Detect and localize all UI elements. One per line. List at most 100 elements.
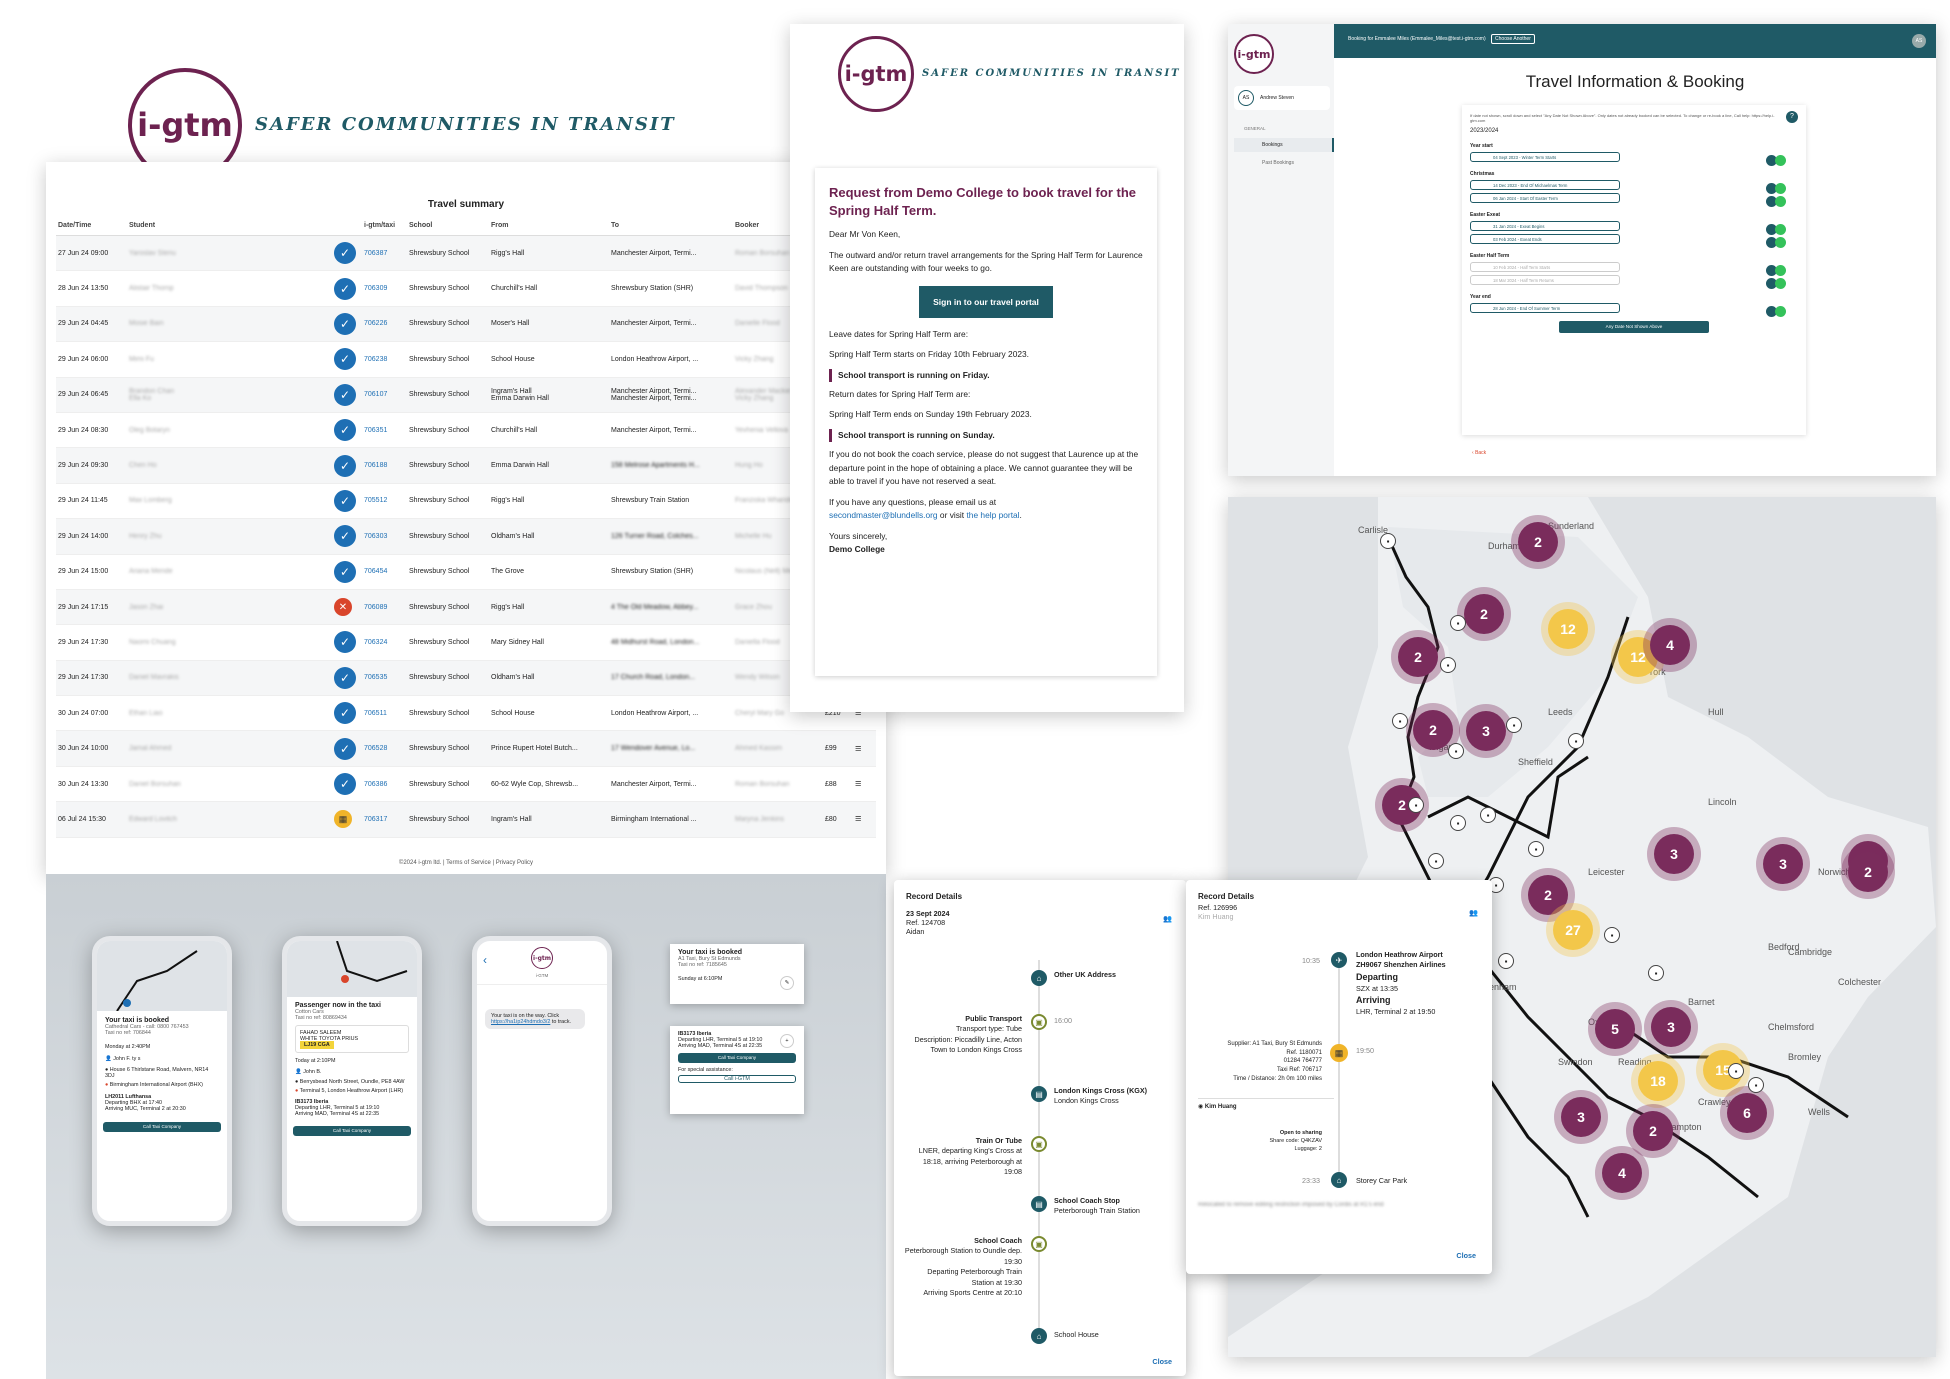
table-row[interactable]: 30 Jun 24 13:30 Daniel Borsuhan ✓ 706386 Shr… [56,767,876,803]
table-row[interactable]: 29 Jun 24 06:45 Brandon Chan Ella Ko ✓ 70610… [56,377,876,413]
nav-bookings[interactable]: Bookings [1234,138,1334,152]
map-cluster-marker[interactable]: 4 [1650,625,1690,665]
bus-icon[interactable]: ▪ [1450,615,1466,631]
bus-icon[interactable]: ▪ [1604,927,1620,943]
table-row[interactable]: 29 Jun 24 11:45 Max Lomberg ✓ 705512 Shrewsb… [56,484,876,520]
table-row[interactable]: 29 Jun 24 06:00 Mimi Fu ✓ 706238 Shrewsbury … [56,342,876,378]
map-cluster-marker[interactable]: 18 [1638,1061,1678,1101]
booking-status-icon[interactable] [1766,278,1790,289]
column-header[interactable] [334,222,364,235]
row-ref[interactable]: 706309 [364,285,388,293]
bus-icon[interactable]: ▪ [1648,965,1664,981]
row-ref[interactable]: 706511 [364,709,387,717]
row-menu[interactable]: ≡ [855,742,862,755]
table-row[interactable]: 27 Jun 24 09:00 Yaroslav Steriu ✓ 706387 Shr… [56,236,876,272]
s2-call-button[interactable]: Call Taxi Company [678,1053,796,1063]
any-date-button[interactable]: Any Date Not Shown Above [1559,321,1709,333]
bus-icon[interactable]: ▪ [1408,797,1424,813]
map-cluster-marker[interactable]: 2 [1464,594,1504,634]
booking-status-icon[interactable] [1766,224,1790,235]
column-header[interactable]: From [491,222,509,229]
bus-icon[interactable]: ▪ [1392,713,1408,729]
bus-icon[interactable]: ▪ [1380,533,1396,549]
row-menu[interactable]: ≡ [855,707,862,720]
table-row[interactable]: 29 Jun 24 17:15 Jason Zhai ✕ 706089 Shrewsbu… [56,589,876,626]
map-cluster-marker[interactable]: 2 [1848,852,1888,892]
map-cluster-marker[interactable]: 12 [1548,609,1588,649]
column-header[interactable]: To [611,222,620,229]
bus-icon[interactable]: ▪ [1448,743,1464,759]
term-date-button[interactable]: 18 Mar 2024 - Half Term Returns [1470,275,1620,285]
bus-icon[interactable]: ▪ [1450,815,1466,831]
row-ref[interactable]: 706188 [364,462,388,470]
sign-in-button[interactable]: Sign in to our travel portal [919,285,1053,318]
term-date-button[interactable]: 06 Jan 2024 - Start Of Easter Term [1470,193,1620,203]
edit-icon[interactable]: ✎ [780,976,794,990]
row-menu[interactable]: ≡ [855,813,862,826]
map-cluster-marker[interactable]: 4 [1602,1153,1642,1193]
term-date-button[interactable]: 10 Feb 2024 - Half Term Starts [1470,262,1620,272]
booking-status-icon[interactable] [1766,155,1790,166]
row-ref[interactable]: 706535 [364,674,388,682]
table-row[interactable]: 29 Jun 24 17:30 Daniel Mavrakis ✓ 706535 Shr… [56,660,876,697]
bus-icon[interactable]: ▪ [1428,853,1444,869]
p2-call-button[interactable]: Call Taxi Company [293,1126,411,1136]
map-cluster-marker[interactable]: 2 [1518,522,1558,562]
sms-link[interactable]: https://ha1ip24hdmdo3/2 [491,1019,551,1025]
bus-icon[interactable]: ▪ [1498,953,1514,969]
row-ref[interactable]: 706107 [364,391,388,399]
term-date-button[interactable]: 28 Jun 2024 - End Of Summer Term [1470,303,1620,313]
term-date-button[interactable]: 14 Dec 2023 - End Of Michaelmas Term [1470,180,1620,190]
table-row[interactable]: 29 Jun 24 04:45 Mosie Bain ✓ 706226 Shrewsbu… [56,306,876,343]
user-chip[interactable]: AS Andrew Steven [1234,86,1330,110]
row-ref[interactable]: 706387 [364,249,388,257]
r2-close-button[interactable]: Close [1456,1251,1476,1260]
bus-icon[interactable]: ▪ [1728,1063,1744,1079]
row-menu[interactable]: ≡ [855,778,862,791]
column-header[interactable]: School [409,222,433,229]
bus-icon[interactable]: ▪ [1748,1077,1764,1093]
table-row[interactable]: 29 Jun 24 17:30 Naomi Chuang ✓ 706324 Shrews… [56,625,876,661]
map-cluster-marker[interactable]: 12 [1618,637,1658,677]
bus-icon[interactable]: ▪ [1440,657,1456,673]
map-cluster-marker[interactable]: 3 [1466,711,1506,751]
nav-past-bookings[interactable]: Past Bookings [1262,160,1294,166]
r1-close-button[interactable]: Close [1152,1357,1172,1366]
row-ref[interactable]: 706351 [364,426,388,434]
map-cluster-marker[interactable]: 2 [1633,1111,1673,1151]
choose-another-button[interactable]: Choose Another [1491,34,1535,44]
help-icon[interactable]: ? [1786,111,1798,123]
plus-icon[interactable]: + [780,1034,794,1048]
column-header[interactable]: Student [129,222,156,229]
map-cluster-marker[interactable]: 3 [1651,1007,1691,1047]
row-ref[interactable]: 706226 [364,320,388,328]
table-row[interactable]: 28 Jun 24 13:50 Alistair Thomp ✓ 706309 Shre… [56,271,876,307]
bus-icon[interactable]: ▪ [1480,807,1496,823]
table-row[interactable]: 30 Jun 24 07:00 Ethan Liao ✓ 706511 Shrewsbu… [56,696,876,732]
map-cluster-marker[interactable]: 2 [1398,637,1438,677]
map-cluster-marker[interactable]: 3 [1654,834,1694,874]
help-portal-link[interactable]: the help portal [966,510,1020,521]
back-link[interactable]: ‹ Back [1472,450,1487,456]
map-cluster-marker[interactable]: 3 [1561,1097,1601,1137]
table-row[interactable]: 30 Jun 24 10:00 Jamal Ahmed ✓ 706528 Shrewsb… [56,731,876,767]
table-row[interactable]: 29 Jun 24 09:30 Chen Ho ✓ 706188 Shrewsbury … [56,448,876,484]
map-cluster-marker[interactable]: 15 [1703,1050,1743,1090]
column-header[interactable]: i-gtm/taxi [364,222,396,229]
p1-call-button[interactable]: Call Taxi Company [103,1122,221,1132]
map-cluster-marker[interactable]: 6 [1727,1093,1767,1133]
bus-icon[interactable]: ▪ [1528,841,1544,857]
top-avatar[interactable]: AS [1912,34,1926,48]
column-header[interactable]: Date/Time [58,222,92,229]
row-ref[interactable]: 706454 [364,568,388,576]
table-row[interactable]: 29 Jun 24 08:30 Oleg Botaryn ✓ 706351 Shrews… [56,413,876,449]
back-chevron-icon[interactable]: ‹ [483,953,487,967]
row-ref[interactable]: 706528 [364,745,388,753]
map-cluster-marker[interactable]: 5 [1595,1009,1635,1049]
booking-status-icon[interactable] [1766,306,1790,317]
row-ref[interactable]: 706386 [364,780,388,788]
term-date-button[interactable]: 03 Feb 2024 - Exeat Ends [1470,234,1620,244]
email-link[interactable]: secondmaster@blundells.org [829,510,938,521]
table-row[interactable]: 29 Jun 24 15:00 Ariana Mende ✓ 706454 Shrews… [56,555,876,590]
bus-icon[interactable]: ▪ [1568,733,1584,749]
